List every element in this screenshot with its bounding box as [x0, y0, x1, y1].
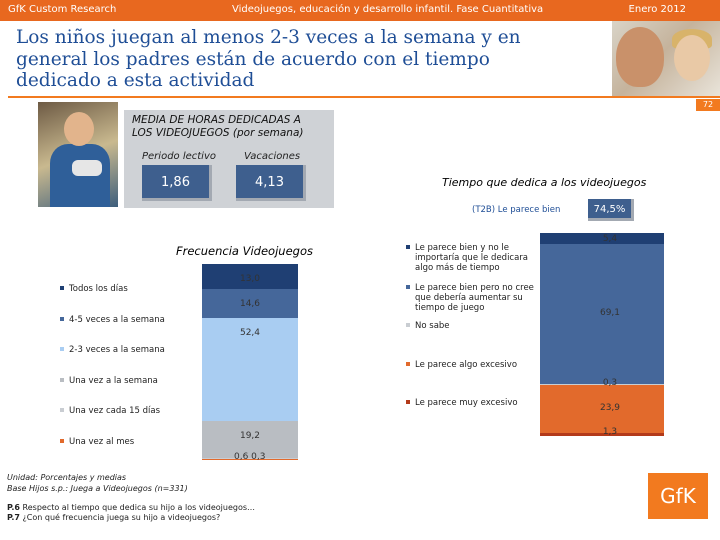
page-title: Los niños juegan al menos 2-3 veces a la… — [16, 27, 586, 92]
frequency-bar-segment — [202, 289, 298, 319]
legend-label: Le parece bien pero no cree — [415, 283, 534, 293]
legend-label: 4-5 veces a la semana — [69, 314, 165, 325]
legend-label: Le parece muy excesivo — [415, 398, 518, 408]
frequency-bar-segment — [202, 318, 298, 421]
legend-label: Le parece algo excesivo — [415, 360, 518, 370]
t2b-value: 74,5% — [588, 199, 634, 221]
frequency-data-label: 13,0 — [239, 274, 261, 284]
legend-label: Le parece bien y no le — [415, 243, 509, 253]
legend-swatch — [406, 285, 410, 289]
legend-swatch — [60, 316, 64, 321]
child-gaming-photo — [38, 102, 118, 207]
frequency-bar-segment — [202, 459, 298, 460]
page-title-line-3: dedicado a esta actividad — [16, 70, 255, 91]
time-data-label: 1,3 — [602, 427, 618, 437]
periodo-lectivo-value: 1,86 — [142, 165, 212, 201]
page-number: 72 — [696, 99, 720, 111]
footnote-p7: P.7 ¿Con qué frecuencia juega su hijo a … — [7, 513, 220, 522]
legend-label: No sabe — [415, 321, 450, 331]
frequency-small-data-labels: 0,6 0,3 — [234, 452, 266, 462]
legend-label: que debería aumentar su — [415, 293, 523, 303]
legend-swatch — [60, 438, 64, 443]
legend-label: importaría que le dedicara — [415, 253, 529, 263]
legend-label: Una vez a la semana — [69, 375, 158, 386]
photo-boy-shape — [674, 35, 710, 81]
legend-swatch — [406, 400, 410, 404]
gfk-logo: GfK — [648, 473, 708, 519]
legend-label: Una vez cada 15 días — [69, 406, 161, 416]
time-data-label: 5,4 — [602, 234, 618, 244]
average-hours-title-line-2: LOS VIDEOJUEGOS (por semana) — [132, 127, 304, 139]
legend-label: tiempo de juego — [415, 303, 485, 313]
footnote-p7-text: ¿Con qué frecuencia juega su hijo a vide… — [22, 513, 221, 522]
footnote-base: Base Hijos s.p.: Juega a Videojuegos (n=… — [7, 484, 188, 493]
frequency-data-label: 14,6 — [239, 299, 261, 310]
footnote-p6-code: P.6 — [7, 503, 20, 512]
periodo-lectivo-label: Periodo lectivo — [142, 151, 216, 162]
top-bar: GfK Custom Research Videojuegos, educaci… — [0, 0, 720, 21]
page-title-line-1: Los niños juegan al menos 2-3 veces a la… — [16, 27, 521, 48]
header-study-title: Videojuegos, educación y desarrollo infa… — [232, 4, 544, 15]
frequency-data-label: 19,2 — [239, 430, 261, 441]
legend-swatch — [60, 408, 64, 412]
legend-swatch — [406, 323, 410, 327]
legend-swatch — [406, 245, 410, 249]
legend-label: Todos los días — [69, 284, 128, 294]
header-company: GfK Custom Research — [8, 4, 117, 15]
time-bar-segment — [540, 384, 664, 385]
time-bar-segment — [540, 433, 664, 436]
average-hours-title: MEDIA DE HORAS DEDICADAS A LOS VIDEOJUEG… — [132, 114, 332, 140]
frequency-bar-segment — [202, 264, 298, 290]
frequency-data-label: 52,4 — [239, 328, 261, 339]
photo-kid-head-shape — [64, 112, 94, 146]
parent-child-photo — [612, 21, 720, 96]
legend-label: 2-3 veces a la semana — [69, 345, 165, 355]
time-data-label: 0,3 — [602, 378, 618, 389]
vacaciones-label: Vacaciones — [244, 151, 301, 162]
frequency-bar-segment — [202, 458, 298, 460]
frequency-bar-segment — [202, 420, 298, 459]
time-data-label: 23,9 — [599, 403, 621, 414]
legend-swatch — [406, 362, 410, 366]
header-date: Enero 2012 — [628, 4, 686, 15]
legend-swatch — [60, 347, 64, 351]
time-stacked-bar — [540, 233, 664, 436]
footnote-p7-code: P.7 — [7, 513, 20, 522]
vacaciones-value: 4,13 — [236, 165, 306, 201]
photo-gamepad-shape — [72, 160, 102, 176]
title-divider — [8, 96, 720, 98]
t2b-label: (T2B) Le parece bien — [472, 205, 561, 215]
time-data-label: 69,1 — [599, 308, 621, 319]
footnote-p6: P.6 Respecto al tiempo que dedica su hij… — [7, 503, 255, 512]
photo-man-shape — [616, 27, 664, 87]
average-hours-title-line-1: MEDIA DE HORAS DEDICADAS A — [132, 114, 301, 126]
page-title-line-2: general los padres están de acuerdo con … — [16, 48, 490, 70]
legend-label: Una vez al mes — [69, 436, 135, 447]
chart-title-frequency: Frecuencia Videojuegos — [176, 244, 313, 258]
chart-title-time: Tiempo que dedica a los videojuegos — [442, 176, 647, 189]
time-bar-segment — [540, 243, 664, 385]
legend-swatch — [60, 286, 64, 290]
legend-swatch — [60, 377, 64, 382]
frequency-stacked-bar — [202, 264, 298, 460]
footnote-p6-text: Respecto al tiempo que dedica su hijo a … — [22, 503, 256, 512]
footnote-unit: Unidad: Porcentajes y medias — [7, 473, 127, 482]
time-bar-segment — [540, 233, 664, 244]
time-bar-segment — [540, 384, 664, 434]
legend-label: algo más de tiempo — [415, 263, 500, 273]
